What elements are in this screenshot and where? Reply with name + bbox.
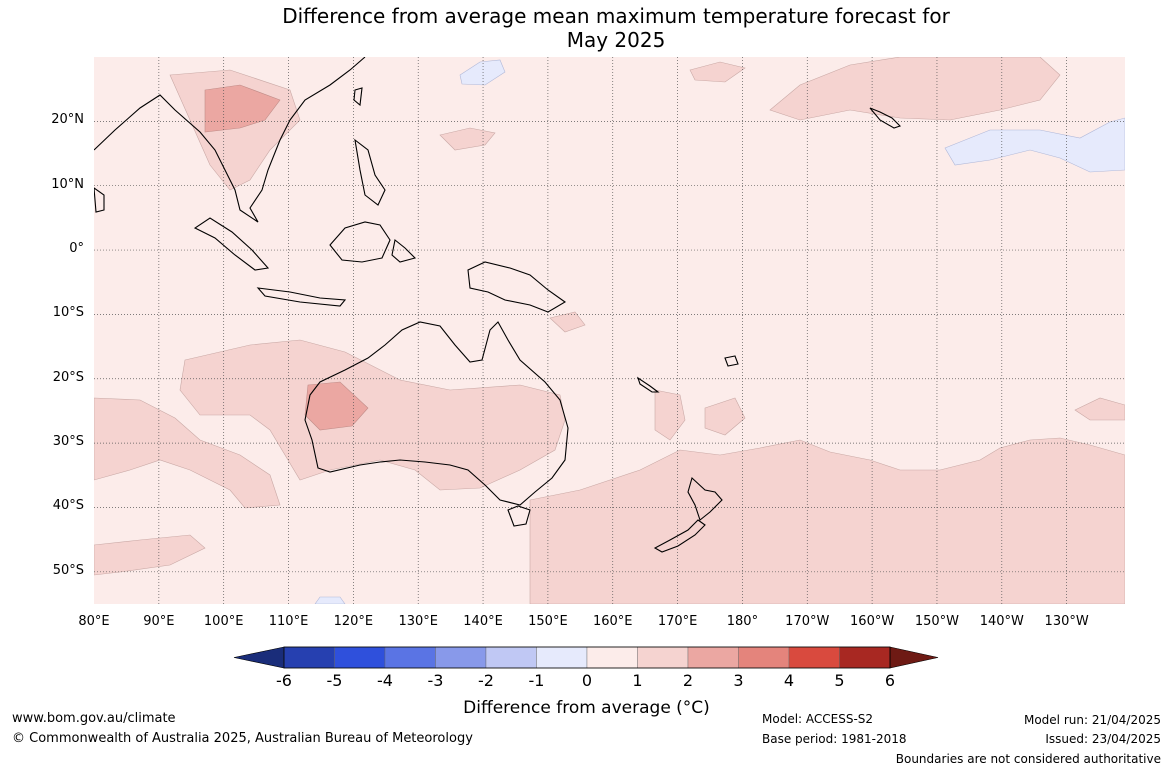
latitude-label: 40°S [52,498,84,514]
longitude-label: 140°E [463,614,503,629]
longitude-label: 110°E [268,614,309,629]
colorbar-segment [435,646,487,669]
colorbar-tick-label: 6 [884,671,896,690]
anomaly-contours [94,57,1125,604]
colorbar-tick-label: -4 [377,671,393,690]
coastline-australia [304,321,569,506]
colorbar-segment [586,646,638,669]
colorbar-tick-label: -3 [427,671,444,690]
contour-1-2-east-pacific-south [1074,397,1125,421]
contour-1-2-southern-ocean [94,397,281,509]
coastline-new-caledonia [636,376,660,393]
coastline-mainland-asia [94,57,366,223]
contour-1-2-solomon [549,311,586,333]
latitude-label: 30°S [52,434,84,450]
longitude-label: 90°E [143,614,175,629]
colorbar-tick-label: -6 [276,671,292,690]
longitude-label: 80°E [78,614,110,629]
colorbar-segment [283,646,335,669]
copyright-text: © Commonwealth of Australia 2025, Austra… [12,731,473,746]
coastline-fiji [724,355,739,367]
colorbar-tick-label: 0 [581,671,593,690]
contour-neg-1-0-east-pacific [944,117,1125,173]
website-link[interactable]: www.bom.gov.au/climate [12,711,176,726]
contour-1-2-coral [704,397,746,436]
coastline-tasmania [507,505,531,527]
coastline-nz-north [687,476,723,521]
longitude-label: 120°E [333,614,374,629]
colorbar-segment [637,646,689,669]
longitude-label: 170°W [785,614,830,629]
gridlines [94,57,1125,604]
colorbar-segment [334,646,386,669]
colorbar-segment [485,646,537,669]
colorbar-extend-low [233,646,285,669]
coastline-java [256,287,347,307]
coastline-borneo [329,221,391,263]
contour-neg-1-0-north [459,59,506,86]
contour-1-2-west-pacific [689,61,746,83]
longitude-label: 170°E [657,614,698,629]
latitude-label: 0° [69,241,84,257]
contour-2-3-western-australia [304,381,369,431]
colorbar-tick-label: -5 [326,671,343,690]
colorbar-segment [536,646,588,669]
contour-1-2-south-indian [94,534,206,576]
colorbar-label: Difference from average (°C) [463,698,710,718]
longitude-label: 160°W [850,614,895,629]
model-name: Model: ACCESS-S2 [762,712,874,726]
latitude-label: 10°S [52,305,84,321]
colorbar-extend-high [889,646,939,669]
model-run-date: Model run: 21/04/2025 [1023,713,1161,727]
contour-neg-1-0-south [314,596,346,604]
coastline-taiwan [353,87,363,107]
colorbar [233,646,939,669]
longitude-label: 100°E [203,614,244,629]
colorbar-segment [687,646,739,669]
colorbar-tick-label: -1 [528,671,545,690]
longitude-label: 150°W [914,614,960,629]
colorbar-tick-label: -2 [478,671,494,690]
colorbar-tick-label: 1 [632,671,643,690]
title-line-1: Difference from average mean maximum tem… [282,4,950,28]
issued-date: Issued: 23/04/2025 [1045,732,1161,746]
colorbar-tick-label: 2 [682,671,694,690]
longitude-label: 140°W [979,614,1024,629]
latitude-label: 20°N [51,112,84,128]
coastlines [94,57,902,553]
chart-title: Difference from average mean maximum tem… [0,4,1173,52]
colorbar-segment [788,646,840,669]
contour-1-2-north-pacific [769,57,1061,121]
contour-1-2-pacific-south [529,437,1125,604]
boundaries-disclaimer: Boundaries are not considered authoritat… [895,752,1161,766]
longitude-label: 150°E [528,614,568,629]
coastline-philippines [354,138,386,206]
base-period: Base period: 1981-2018 [762,732,907,746]
colorbar-tick-label: 3 [733,671,744,690]
coastline-new-guinea [467,261,567,313]
colorbar-tick-label: 5 [834,671,845,690]
coastline-nz-south [653,519,706,553]
longitude-label: 130°W [1044,614,1089,629]
contour-1-2-australia [179,339,566,491]
colorbar-tick-label: 4 [783,671,795,690]
colorbar-segment [738,646,790,669]
latitude-label: 10°N [51,176,84,192]
latitude-label: 50°S [52,562,84,578]
longitude-label: 180° [726,614,759,629]
colorbar-segment [839,646,891,669]
coastline-sri-lanka [94,187,105,213]
coastline-hawaii [869,107,902,129]
colorbar-segment [384,646,436,669]
coastline-sumatra [193,217,270,271]
contour-1-2-south-china-sea [439,127,496,151]
title-line-2: May 2025 [566,28,666,52]
latitude-label: 20°S [52,369,84,385]
coastline-sulawesi [391,239,417,263]
colorbar-outline [283,646,891,669]
longitude-label: 160°E [592,614,633,629]
longitude-label: 130°E [398,614,438,629]
